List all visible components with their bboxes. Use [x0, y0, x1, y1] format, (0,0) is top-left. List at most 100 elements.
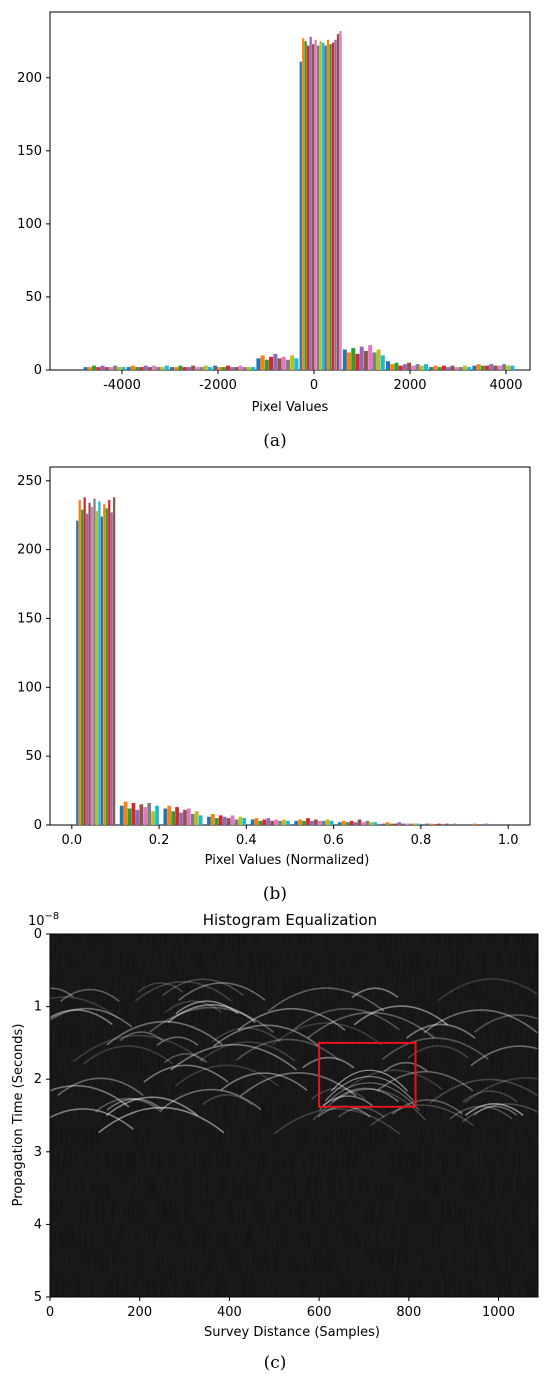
- bar-a-1-0: [126, 367, 131, 370]
- bar-a-8-6: [454, 367, 459, 370]
- bar-b-0-8: [95, 511, 99, 825]
- reflection-arc: [470, 1045, 550, 1067]
- reflection-arc: [382, 1037, 489, 1060]
- bar-a-0-6: [108, 367, 113, 370]
- reflection-arc: [273, 1108, 401, 1135]
- reflection-arc: [302, 1056, 355, 1069]
- x-tick-label-b-3: 0.6: [323, 833, 344, 848]
- bar-b-9-1: [472, 823, 477, 825]
- offset-label-c: 10−8: [28, 911, 59, 929]
- bar-b-0-6: [90, 506, 94, 825]
- bar-a-5-9: [321, 42, 325, 370]
- bars-a: [83, 30, 515, 371]
- reflection-arc: [156, 1036, 199, 1046]
- y-tick-label-c-1: 1: [34, 1000, 42, 1015]
- bar-b-7-0: [381, 823, 386, 825]
- bar-a-1-4: [143, 365, 148, 370]
- bar-b-4-2: [258, 820, 263, 825]
- y-tick-label-b-2: 100: [17, 680, 42, 695]
- x-tick-label-c-2: 400: [217, 1305, 242, 1320]
- bar-b-7-6: [405, 823, 409, 825]
- bar-a-7-3: [398, 365, 403, 370]
- bar-b-8-1: [429, 823, 433, 825]
- reflection-arc: [148, 1006, 274, 1033]
- bar-a-9-4: [489, 364, 494, 370]
- reflection-arc: [293, 1007, 400, 1031]
- x-ticks-c: 0 200 400 600 800 1000: [46, 1297, 515, 1320]
- bar-a-4-6: [281, 356, 286, 370]
- bar-a-4-7: [285, 359, 290, 370]
- bar-a-2-9: [208, 367, 213, 370]
- bar-b-0-14: [110, 512, 113, 825]
- y-tick-label-c-2: 2: [34, 1072, 42, 1087]
- reflection-arc: [429, 1078, 549, 1104]
- bar-b-3-2: [214, 818, 219, 825]
- y-tick-label-a-2: 100: [17, 217, 42, 232]
- x-tick-label-b-1: 0.2: [149, 833, 170, 848]
- y-axis-label-c: Propagation Time (Seconds): [11, 1024, 26, 1207]
- bar-a-5-1: [302, 38, 305, 371]
- plot-frame-c: [49, 933, 539, 1298]
- y-tick-label-c-0: 0: [34, 927, 42, 942]
- bar-a-5-4: [309, 36, 312, 370]
- bar-a-7-0: [386, 361, 391, 370]
- caption-c: (c): [264, 1353, 287, 1373]
- bar-a-1-2: [135, 367, 140, 370]
- bar-b-4-0: [250, 819, 255, 825]
- x-ticks-a: -4000 -2000 0 2000 4000: [103, 370, 523, 393]
- y-tick-label-a-4: 200: [17, 71, 42, 86]
- bar-b-0-2: [81, 509, 84, 825]
- bar-a-1-8: [160, 367, 165, 370]
- reflection-arc: [321, 1095, 374, 1107]
- bar-a-6-6: [368, 345, 373, 370]
- bar-b-1-7: [147, 802, 152, 825]
- bar-b-8-3: [437, 823, 441, 825]
- x-ticks-b: 0.0 0.2 0.4 0.6 0.8 1.0: [61, 825, 519, 848]
- x-tick-label-c-3: 600: [307, 1305, 332, 1320]
- bar-b-7-2: [389, 823, 394, 825]
- bar-b-7-7: [409, 823, 413, 825]
- bar-a-6-5: [363, 351, 368, 370]
- y-ticks-c: 0 1 2 3 4 5: [34, 927, 50, 1305]
- bar-b-2-2: [171, 811, 176, 825]
- bar-a-0-0: [83, 367, 88, 370]
- bar-a-2-2: [178, 365, 183, 370]
- bar-a-4-1: [260, 355, 265, 370]
- bar-a-4-8: [290, 355, 295, 370]
- bar-a-6-8: [376, 349, 381, 370]
- bar-b-4-6: [274, 819, 279, 825]
- bar-b-2-3: [175, 807, 179, 825]
- bar-b-2-8: [194, 811, 199, 825]
- reflection-arc: [143, 1064, 229, 1083]
- bar-a-4-9: [294, 358, 299, 370]
- x-axis-label-a: Pixel Values: [252, 400, 329, 415]
- bar-b-7-8: [413, 823, 417, 825]
- plot-area-b: [49, 466, 531, 826]
- bar-b-3-3: [218, 815, 223, 825]
- bar-a-6-2: [351, 348, 356, 370]
- reflection-arc: [175, 1000, 239, 1015]
- bar-b-7-9: [416, 823, 421, 825]
- bar-a-5-13: [331, 42, 335, 370]
- reflection-arc: [473, 1105, 518, 1116]
- bar-a-7-1: [390, 364, 395, 370]
- histogram-a: -4000 -2000 0 2000 4000 0 50 100 150 200 Pixel V…: [17, 11, 531, 451]
- bar-b-3-6: [230, 815, 235, 825]
- reflection-arc: [370, 1104, 474, 1127]
- bar-a-8-2: [437, 367, 442, 370]
- bar-a-9-2: [480, 365, 485, 370]
- bar-a-4-0: [256, 358, 261, 370]
- bar-a-5-15: [336, 33, 340, 370]
- reflection-arc: [105, 1096, 199, 1117]
- x-axis-label-c: Survey Distance (Samples): [204, 1325, 380, 1340]
- reflection-arc: [72, 1034, 204, 1063]
- y-tick-label-c-3: 3: [34, 1145, 42, 1160]
- radargram-noise: [50, 934, 538, 1297]
- reflection-arc: [137, 982, 184, 993]
- reflection-arc: [267, 987, 385, 1012]
- target-hyperbola: [330, 1069, 408, 1092]
- bar-a-5-6: [314, 39, 317, 370]
- bar-b-2-9: [198, 815, 203, 825]
- reflection-arc: [461, 1103, 550, 1123]
- reflection-arc: [464, 1103, 524, 1117]
